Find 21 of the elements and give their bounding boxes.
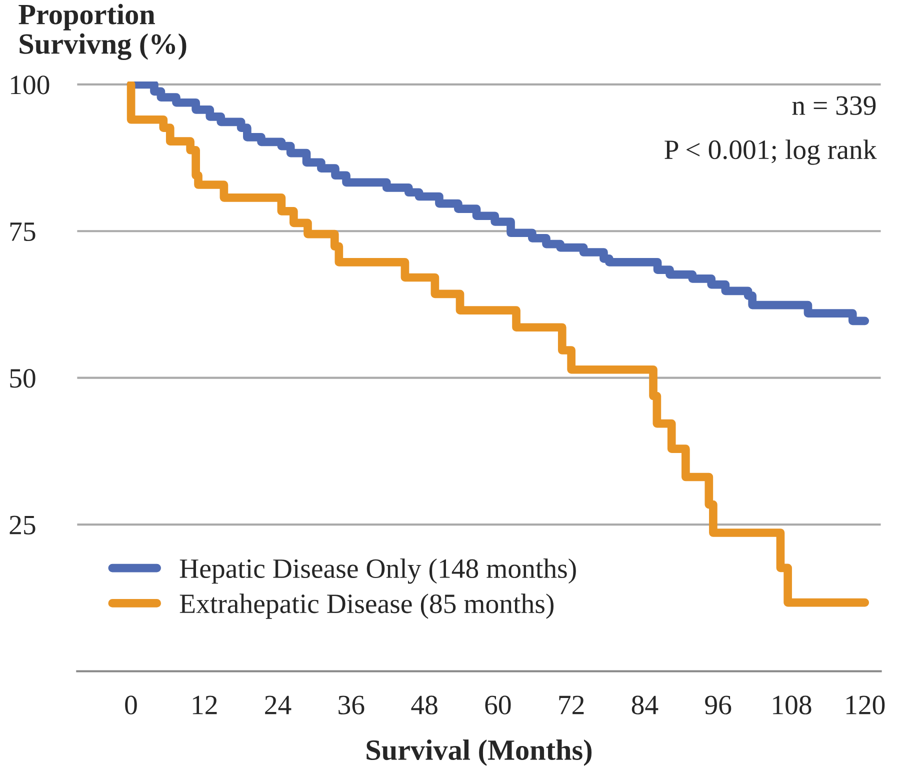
y-tick-label: 75 bbox=[10, 222, 36, 242]
y-tick-label: 50 bbox=[10, 368, 36, 388]
x-tick-label: 0 bbox=[125, 696, 137, 714]
y-tick-label: 25 bbox=[10, 516, 36, 534]
x-tick-label: 24 bbox=[265, 696, 292, 714]
y-tick-label: 100 bbox=[11, 76, 50, 94]
legend-label: Extrahepatic Disease (85 months) bbox=[180, 594, 554, 619]
x-tick-label: 120 bbox=[846, 696, 885, 714]
x-tick-label: 84 bbox=[632, 696, 658, 714]
x-tick-label: 72 bbox=[559, 696, 584, 714]
x-tick-label: 48 bbox=[411, 696, 438, 714]
legend-label: Hepatic Disease Only (148 months) bbox=[180, 558, 576, 584]
x-tick-label: 96 bbox=[705, 696, 732, 714]
x-tick-label: 12 bbox=[192, 696, 217, 714]
x-tick-label: 108 bbox=[773, 696, 812, 714]
y-axis-title: Proportion Survivng (%) bbox=[18, 4, 186, 60]
x-tick-label: 36 bbox=[338, 696, 364, 714]
x-axis-title: Survival (Months) bbox=[366, 739, 592, 766]
annotation: n = 339 bbox=[792, 96, 876, 115]
x-tick-label: 60 bbox=[485, 696, 511, 714]
annotation: P < 0.001; log rank bbox=[664, 140, 877, 165]
